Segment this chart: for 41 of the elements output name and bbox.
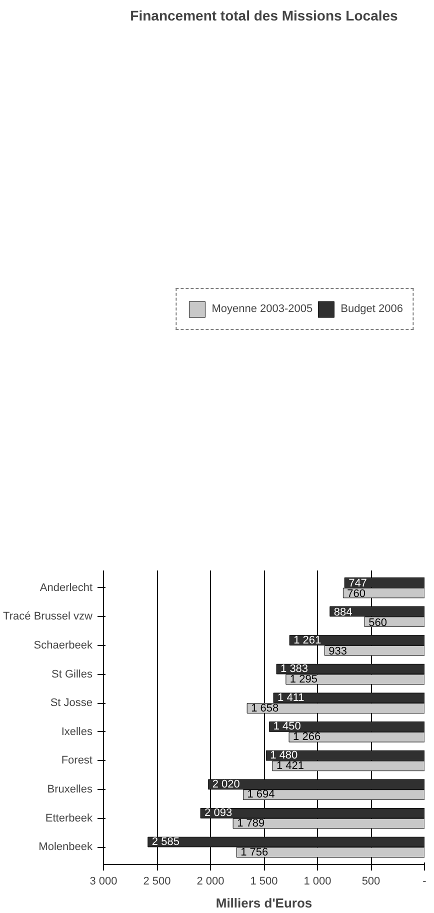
data-label: 1 261: [294, 634, 322, 646]
x-tick-label: 2 500: [143, 876, 171, 888]
x-tick-label: 1 000: [304, 876, 332, 888]
data-label: 1 658: [251, 702, 279, 714]
data-label: 747: [348, 578, 367, 590]
data-label: 2 585: [152, 836, 180, 848]
data-label: 1 450: [273, 720, 301, 733]
x-tick-label: 3 000: [90, 876, 118, 888]
y-tick-label: St Josse: [50, 697, 93, 710]
x-tick-label: 2 000: [196, 876, 224, 888]
chart-title: Financement total des Missions Locales: [130, 8, 398, 24]
data-label: 1 756: [240, 846, 268, 858]
data-label: 1 480: [270, 750, 298, 762]
y-tick-label: Schaerbeek: [34, 639, 93, 652]
legend-label: Budget 2006: [340, 303, 403, 315]
x-tick-label: 500: [362, 876, 380, 888]
x-tick-label: -: [422, 876, 427, 888]
data-label: 2 020: [212, 778, 240, 790]
data-label: 1 411: [278, 692, 304, 704]
y-tick-label: Tracé Brussel vzw: [3, 610, 93, 623]
y-tick-label: Ixelles: [61, 726, 93, 738]
y-tick-label: Bruxelles: [47, 784, 93, 796]
data-label: 760: [347, 588, 366, 600]
legend-label: Moyenne 2003-2005: [212, 303, 313, 315]
y-tick-label: Forest: [61, 754, 93, 767]
y-tick-label: St Gilles: [52, 668, 93, 680]
data-label: 884: [334, 606, 352, 618]
data-label: 1 789: [237, 818, 265, 830]
data-label: 1 694: [247, 788, 275, 801]
data-label: 560: [368, 616, 387, 629]
data-label: 2 093: [204, 807, 232, 820]
data-label: 1 421: [276, 760, 304, 772]
x-tick-label: 1 500: [250, 876, 278, 888]
data-label: 1 383: [280, 663, 308, 676]
y-tick-label: Anderlecht: [40, 582, 93, 594]
data-label: 1 266: [293, 731, 321, 744]
x-axis-title: Milliers d'Euros: [216, 896, 312, 910]
y-tick-label: Molenbeek: [38, 841, 93, 854]
data-label: 1 295: [290, 673, 318, 686]
data-label: 933: [328, 646, 348, 658]
y-tick-label: Etterbeek: [45, 812, 93, 824]
